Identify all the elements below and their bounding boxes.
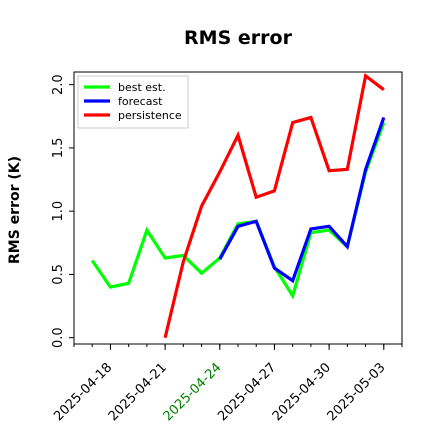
series-line-persistence (163, 72, 385, 339)
y-tick-label: 1.5 (51, 138, 66, 159)
legend-label: forecast (118, 95, 163, 108)
legend-label: persistence (118, 109, 182, 122)
series-line-best-est (90, 122, 386, 300)
y-tick-label: 2.0 (51, 74, 66, 95)
plot-area (90, 72, 386, 339)
legend-label: best est. (118, 81, 166, 94)
x-tick-label: 2025-05-03 (325, 360, 389, 424)
y-axis-label: RMS error (K) (7, 156, 23, 264)
chart-title: RMS error (184, 27, 293, 49)
y-tick-label: 0.5 (51, 264, 66, 285)
series-line-forecast (218, 116, 386, 284)
y-tick-label: 1.0 (51, 201, 66, 222)
y-tick-label: 0.0 (51, 327, 66, 348)
